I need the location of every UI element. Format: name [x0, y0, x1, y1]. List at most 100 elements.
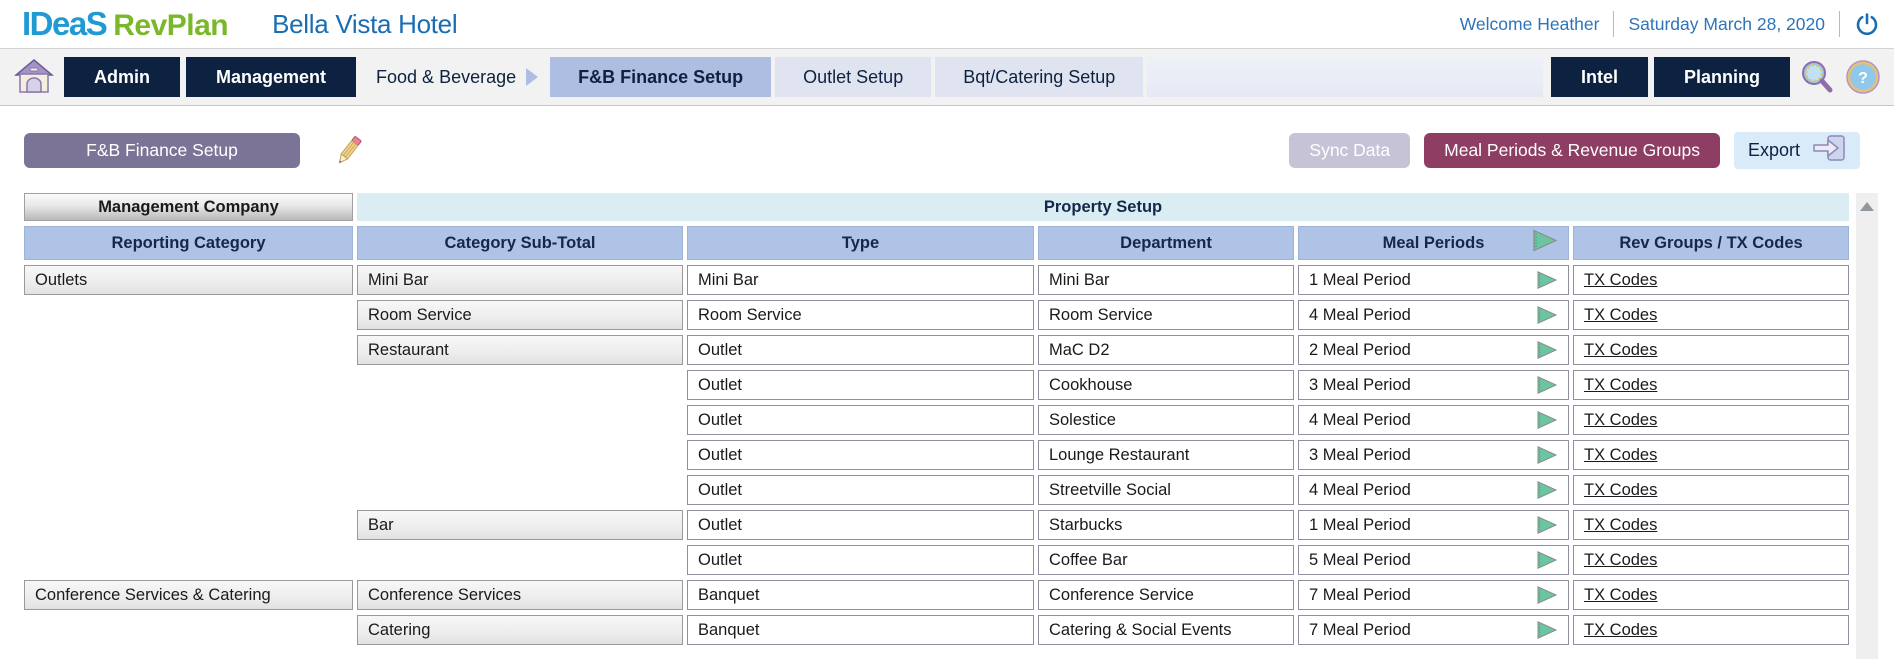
cell-category-sub-total[interactable]: Restaurant	[357, 335, 683, 365]
table-grid: Management Company Property Setup Report…	[24, 193, 1849, 645]
cell-type[interactable]: Room Service	[687, 300, 1034, 330]
meal-periods-arrow-icon[interactable]	[1536, 446, 1558, 464]
cell-department[interactable]: Solestice	[1038, 405, 1294, 435]
cell-type[interactable]: Banquet	[687, 580, 1034, 610]
cell-department[interactable]: Mini Bar	[1038, 265, 1294, 295]
cell-department[interactable]: Conference Service	[1038, 580, 1294, 610]
tx-codes-link[interactable]: TX Codes	[1584, 445, 1658, 464]
cell-type[interactable]: Outlet	[687, 335, 1034, 365]
help-icon[interactable]: ?	[1844, 58, 1882, 96]
cell-meal-periods[interactable]: 3 Meal Period	[1298, 440, 1569, 470]
tx-codes-link[interactable]: TX Codes	[1584, 270, 1658, 289]
tx-codes-link[interactable]: TX Codes	[1584, 340, 1658, 359]
meal-periods-arrow-icon[interactable]	[1536, 411, 1558, 429]
tx-codes-link[interactable]: TX Codes	[1584, 620, 1658, 639]
tx-codes-link[interactable]: TX Codes	[1584, 550, 1658, 569]
meal-periods-value: 4 Meal Period	[1309, 410, 1411, 429]
tx-codes-link[interactable]: TX Codes	[1584, 410, 1658, 429]
cell-type[interactable]: Banquet	[687, 615, 1034, 645]
export-label: Export	[1747, 140, 1800, 160]
home-icon[interactable]	[12, 56, 56, 98]
cell-meal-periods[interactable]: 4 Meal Period	[1298, 300, 1569, 330]
cell-meal-periods[interactable]: 3 Meal Period	[1298, 370, 1569, 400]
cell-meal-periods[interactable]: 4 Meal Period	[1298, 475, 1569, 505]
navbar-right: Intel Planning ?	[1550, 57, 1882, 97]
cell-meal-periods[interactable]: 7 Meal Period	[1298, 580, 1569, 610]
meal-periods-value: 2 Meal Period	[1309, 340, 1411, 359]
cell-meal-periods[interactable]: 1 Meal Period	[1298, 510, 1569, 540]
page-title-button[interactable]: F&B Finance Setup	[24, 133, 300, 168]
search-icon[interactable]	[1798, 58, 1836, 96]
meal-periods-arrow-icon[interactable]	[1536, 341, 1558, 359]
cell-department[interactable]: MaC D2	[1038, 335, 1294, 365]
cell-category-sub-total[interactable]: Bar	[357, 510, 683, 540]
breadcrumb-arrow-icon	[526, 68, 539, 86]
meal-periods-arrow-icon[interactable]	[1536, 621, 1558, 639]
meal-periods-arrow-icon[interactable]	[1536, 516, 1558, 534]
cell-category-sub-total[interactable]: Mini Bar	[357, 265, 683, 295]
cell-department[interactable]: Catering & Social Events	[1038, 615, 1294, 645]
column-header-reporting-category: Reporting Category	[24, 226, 353, 260]
vertical-scrollbar[interactable]	[1856, 193, 1878, 659]
cell-department[interactable]: Cookhouse	[1038, 370, 1294, 400]
tab-fb-finance-setup[interactable]: F&B Finance Setup	[550, 57, 772, 97]
cell-meal-periods[interactable]: 7 Meal Period	[1298, 615, 1569, 645]
welcome-text: Welcome Heather	[1459, 13, 1600, 34]
cell-reporting-category[interactable]: Conference Services & Catering	[24, 580, 353, 610]
export-button[interactable]: Export	[1733, 132, 1860, 169]
nav-admin-button[interactable]: Admin	[64, 57, 180, 97]
cell-category-sub-total-empty	[357, 440, 683, 470]
meal-periods-arrow-icon[interactable]	[1536, 271, 1558, 289]
meal-periods-arrow-icon[interactable]	[1536, 481, 1558, 499]
cell-type[interactable]: Outlet	[687, 370, 1034, 400]
meal-periods-arrow-icon[interactable]	[1536, 376, 1558, 394]
cell-reporting-category-empty	[24, 440, 353, 470]
cell-category-sub-total[interactable]: Catering	[357, 615, 683, 645]
edit-pencil-icon[interactable]	[330, 133, 366, 169]
nav-intel-button[interactable]: Intel	[1550, 57, 1648, 97]
tx-codes-link[interactable]: TX Codes	[1584, 375, 1658, 394]
cell-type[interactable]: Outlet	[687, 545, 1034, 575]
cell-department[interactable]: Streetville Social	[1038, 475, 1294, 505]
cell-rev-groups: TX Codes	[1573, 475, 1849, 505]
tx-codes-link[interactable]: TX Codes	[1584, 515, 1658, 534]
cell-meal-periods[interactable]: 5 Meal Period	[1298, 545, 1569, 575]
cell-category-sub-total[interactable]: Conference Services	[357, 580, 683, 610]
cell-meal-periods[interactable]: 4 Meal Period	[1298, 405, 1569, 435]
cell-type[interactable]: Outlet	[687, 475, 1034, 505]
cell-type[interactable]: Mini Bar	[687, 265, 1034, 295]
meal-periods-value: 4 Meal Period	[1309, 480, 1411, 499]
cell-reporting-category[interactable]: Outlets	[24, 265, 353, 295]
cell-type[interactable]: Outlet	[687, 440, 1034, 470]
cell-type[interactable]: Outlet	[687, 510, 1034, 540]
logo-ideas: IDeaS	[22, 5, 108, 42]
tx-codes-link[interactable]: TX Codes	[1584, 305, 1658, 324]
cell-type[interactable]: Outlet	[687, 405, 1034, 435]
cell-department[interactable]: Room Service	[1038, 300, 1294, 330]
cell-reporting-category-empty	[24, 335, 353, 365]
cell-rev-groups: TX Codes	[1573, 615, 1849, 645]
meal-periods-arrow-icon[interactable]	[1536, 586, 1558, 604]
scroll-up-arrow-icon[interactable]	[1860, 202, 1874, 211]
tx-codes-link[interactable]: TX Codes	[1584, 480, 1658, 499]
cell-meal-periods[interactable]: 2 Meal Period	[1298, 335, 1569, 365]
tab-bqt-catering-setup[interactable]: Bqt/Catering Setup	[935, 57, 1144, 97]
meal-periods-arrow-icon[interactable]	[1536, 551, 1558, 569]
cell-department[interactable]: Starbucks	[1038, 510, 1294, 540]
nav-planning-button[interactable]: Planning	[1654, 57, 1790, 97]
meal-periods-revenue-groups-button[interactable]: Meal Periods & Revenue Groups	[1424, 133, 1720, 168]
tab-outlet-setup[interactable]: Outlet Setup	[775, 57, 932, 97]
cell-category-sub-total[interactable]: Room Service	[357, 300, 683, 330]
logout-power-icon[interactable]	[1854, 11, 1880, 37]
meal-periods-arrow-icon[interactable]	[1536, 306, 1558, 324]
cell-reporting-category-empty	[24, 615, 353, 645]
cell-department[interactable]: Coffee Bar	[1038, 545, 1294, 575]
tx-codes-link[interactable]: TX Codes	[1584, 585, 1658, 604]
cell-meal-periods[interactable]: 1 Meal Period	[1298, 265, 1569, 295]
meal-periods-header-arrow-icon[interactable]	[1532, 229, 1558, 257]
app-logo[interactable]: IDeaS RevPlan	[22, 5, 229, 43]
nav-management-button[interactable]: Management	[186, 57, 357, 97]
separator	[1613, 11, 1615, 37]
sync-data-button[interactable]: Sync Data	[1289, 133, 1411, 168]
cell-department[interactable]: Lounge Restaurant	[1038, 440, 1294, 470]
